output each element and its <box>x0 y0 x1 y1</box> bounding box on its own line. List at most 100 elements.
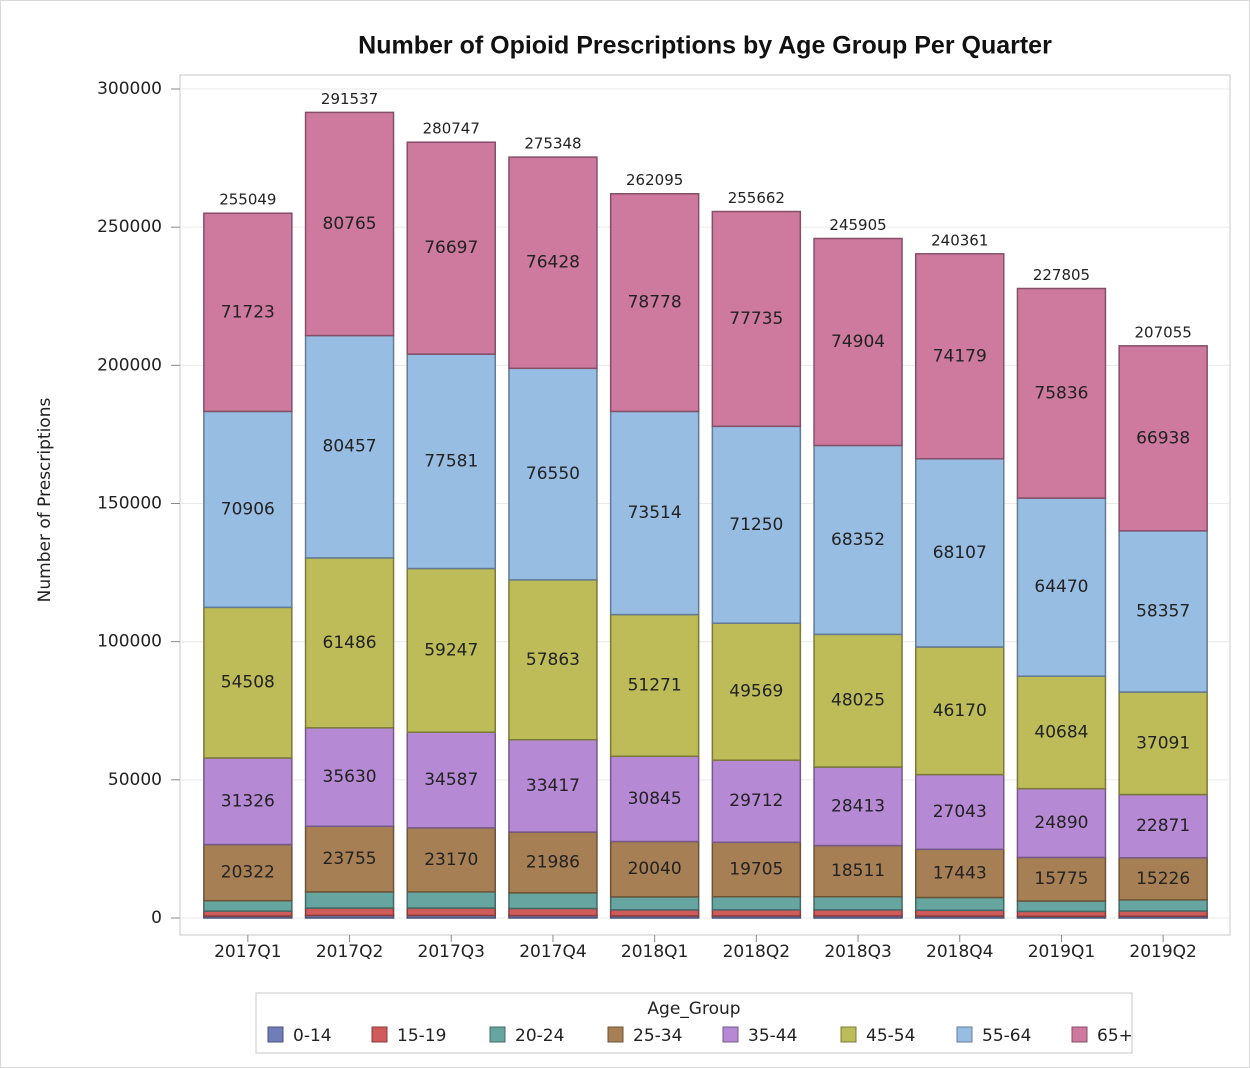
bar-segment <box>813 844 903 898</box>
data-label: 35630 <box>323 767 377 787</box>
data-label: 71250 <box>729 515 783 535</box>
bar-segment <box>711 895 802 911</box>
bar-segment <box>406 907 496 917</box>
bar-segment <box>406 141 496 355</box>
bar-segment <box>1016 497 1107 677</box>
data-label: 76550 <box>526 464 580 484</box>
bar-segment <box>609 410 700 616</box>
bar-segment <box>1118 899 1208 912</box>
bar-segment <box>915 848 1005 899</box>
bar-segment <box>508 892 598 910</box>
data-label: 58357 <box>1136 601 1190 621</box>
bar-segment <box>1118 857 1208 901</box>
x-tick-label: 2018Q1 <box>621 942 688 962</box>
data-label: 61486 <box>323 633 377 653</box>
bar-segment <box>1118 345 1208 532</box>
data-label: 34587 <box>424 770 478 790</box>
x-tick-label: 2018Q3 <box>824 942 891 962</box>
data-label: 29712 <box>729 791 783 811</box>
bar-segment <box>813 909 903 917</box>
data-label: 17443 <box>933 863 987 883</box>
x-tick-label: 2017Q1 <box>214 942 281 962</box>
bar-segment <box>304 727 395 828</box>
total-label: 275348 <box>524 135 581 153</box>
bar-segment <box>813 766 903 847</box>
legend-label: 20-24 <box>515 1026 564 1046</box>
bar-segment <box>304 334 395 559</box>
data-label: 77735 <box>729 309 783 329</box>
data-label: 71723 <box>221 302 275 322</box>
legend-label: 65+ <box>1097 1026 1133 1046</box>
bar-segment <box>915 253 1005 460</box>
legend-box <box>255 992 1133 1054</box>
y-tick-label: 200000 <box>97 355 162 375</box>
data-label: 49569 <box>729 682 783 702</box>
data-label: 51271 <box>628 675 682 695</box>
bar-segment <box>1016 675 1107 790</box>
bar-segment <box>813 633 903 768</box>
data-label: 27043 <box>933 802 987 822</box>
data-label: 80765 <box>323 214 377 234</box>
data-label: 68352 <box>831 530 885 550</box>
data-label: 70906 <box>221 499 275 519</box>
data-label: 46170 <box>933 701 987 721</box>
data-label: 75836 <box>1034 383 1088 403</box>
legend-swatch <box>607 1026 624 1043</box>
bar-segment <box>711 759 802 844</box>
legend-label: 45-54 <box>866 1026 915 1046</box>
data-label: 37091 <box>1136 733 1190 753</box>
total-label: 240361 <box>931 231 988 249</box>
data-label: 76697 <box>424 238 478 258</box>
bar-segment <box>813 444 903 636</box>
legend-swatch <box>267 1026 284 1043</box>
x-tick-label: 2017Q3 <box>418 942 485 962</box>
y-tick-label: 300000 <box>97 79 162 99</box>
bar-segment <box>711 425 802 624</box>
data-label: 30845 <box>628 789 682 809</box>
data-label: 22871 <box>1136 816 1190 836</box>
bar-segment <box>406 827 496 893</box>
data-label: 74179 <box>933 346 987 366</box>
bar-segment <box>1016 856 1107 902</box>
bar-segment <box>1118 793 1208 859</box>
data-label: 28413 <box>831 796 885 816</box>
x-tick-label: 2019Q1 <box>1028 942 1095 962</box>
bar-segment <box>609 192 700 413</box>
bar-segment <box>1118 691 1208 796</box>
legend-label: 25-34 <box>633 1026 682 1046</box>
data-label: 24890 <box>1034 813 1088 833</box>
total-label: 227805 <box>1033 266 1090 284</box>
x-tick-label: 2019Q2 <box>1129 942 1196 962</box>
data-label: 66938 <box>1136 428 1190 448</box>
x-tick-label: 2018Q2 <box>723 942 790 962</box>
data-label: 57863 <box>526 650 580 670</box>
data-label: 59247 <box>424 640 478 660</box>
y-tick-label: 0 <box>151 908 162 928</box>
y-axis-label: Number of Prescriptions <box>35 398 55 603</box>
bar-segment <box>609 755 700 843</box>
bar-segment <box>203 843 293 902</box>
data-label: 23755 <box>323 849 377 869</box>
bar-segment <box>406 891 496 909</box>
bar-segment <box>609 896 700 911</box>
bar-segment <box>1016 900 1107 913</box>
data-label: 20040 <box>628 859 682 879</box>
bar-segment <box>203 757 293 846</box>
bar-segment <box>304 111 395 337</box>
data-label: 33417 <box>526 776 580 796</box>
legend-label: 0-14 <box>293 1026 332 1046</box>
legend-label: 15-19 <box>397 1026 446 1046</box>
data-label: 15226 <box>1136 869 1190 889</box>
total-label: 280747 <box>423 120 480 138</box>
bar-segment <box>406 731 496 829</box>
bar-segment <box>711 210 802 428</box>
total-label: 262095 <box>626 171 683 189</box>
total-label: 245905 <box>829 216 886 234</box>
total-label: 291537 <box>321 90 378 108</box>
bar-segment <box>711 622 802 761</box>
x-tick-label: 2017Q4 <box>519 942 586 962</box>
legend-swatch <box>722 1026 739 1043</box>
bar-segment <box>406 567 496 733</box>
x-tick-label: 2017Q2 <box>316 942 383 962</box>
